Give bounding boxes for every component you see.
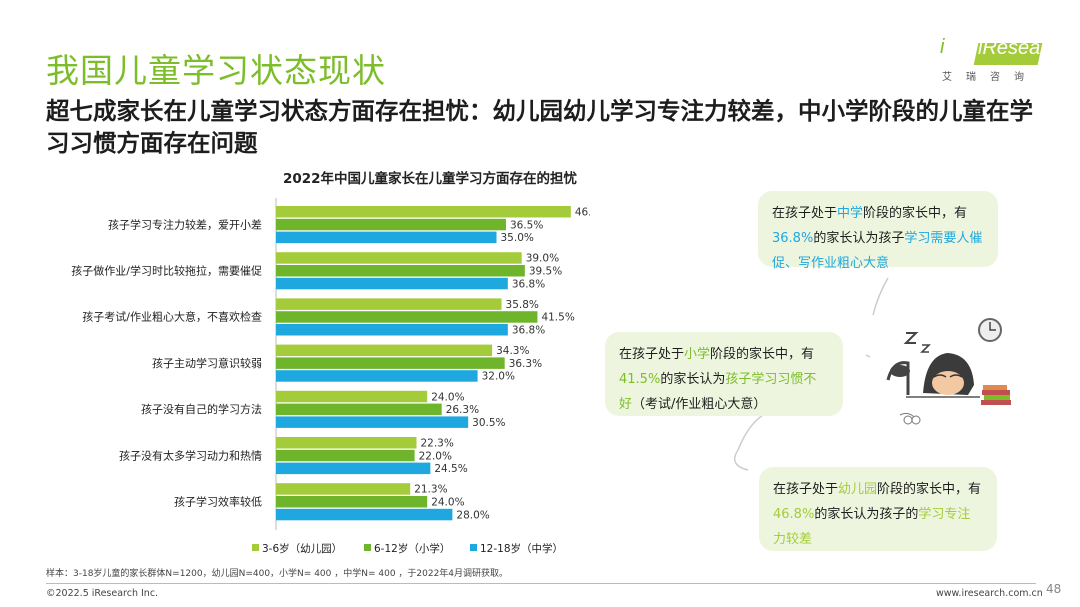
legend-swatch: [252, 544, 259, 551]
callout-text: 阶段的家长中，有: [863, 206, 968, 221]
callout-text: 在孩子处于: [772, 206, 838, 221]
legend-swatch: [470, 544, 477, 551]
bar: [276, 390, 428, 403]
callout-stage: 幼儿园: [838, 482, 878, 497]
legend-entry: 3-6岁（幼儿园）: [262, 542, 342, 555]
bar: [276, 206, 571, 218]
callout-text: 的家长认为孩子的: [814, 507, 919, 522]
callout-percent: 46.8%: [773, 507, 815, 522]
website-link[interactable]: www.iresearch.com.cn: [936, 588, 1043, 599]
legend-entry: 12-18岁（中学）: [480, 542, 563, 555]
data-label: 41.5%: [541, 312, 574, 324]
data-label: 22.3%: [420, 438, 453, 450]
callout-text: 阶段的家长中，有: [710, 347, 815, 362]
logo-wordmark: iResearch: [978, 37, 1069, 59]
bar: [276, 298, 502, 310]
callout-percent: 36.8%: [772, 231, 814, 246]
data-label: 36.3%: [509, 358, 542, 370]
callout-middle-school: 在孩子处于中学阶段的家长中，有 36.8%的家长认为孩子学习需要人催促、写作业粗心…: [758, 191, 998, 271]
data-label: 46.8%: [575, 207, 590, 219]
bar: [276, 437, 417, 449]
callout-text: （考试/作业粗心大意）: [632, 397, 767, 412]
bar: [276, 357, 505, 369]
callout-concern: 孩子学习习惯不好: [619, 372, 817, 412]
logo-chinese: 艾瑞咨询: [942, 72, 1038, 83]
data-label: 35.8%: [506, 299, 539, 311]
bar: [276, 324, 508, 336]
page-title: 我国儿童学习状态现状: [46, 51, 386, 90]
category-label: 孩子没有自己的学习方法: [141, 402, 262, 416]
callout-primary-school: 在孩子处于小学阶段的家长中，有 41.5%的家长认为孩子学习习惯不好（考试/作业粗…: [605, 332, 843, 416]
data-label: 32.0%: [482, 371, 515, 383]
page-number: 48: [1046, 582, 1062, 596]
copyright: ©2022.5 iResearch Inc.: [46, 588, 159, 599]
bar: [276, 416, 469, 428]
category-label: 孩子学习专注力较差，爱开小差: [108, 217, 262, 231]
data-label: 22.0%: [419, 450, 452, 462]
data-label: 36.5%: [510, 219, 543, 231]
callout-stage: 小学: [684, 347, 711, 362]
callout-stage: 中学: [837, 206, 864, 221]
data-label: 30.5%: [472, 417, 505, 429]
bar: [276, 462, 431, 475]
bar: [276, 496, 428, 508]
data-label: 24.0%: [431, 391, 464, 403]
bar: [276, 252, 522, 264]
category-label: 孩子做作业/学习时比较拖拉，需要催促: [71, 263, 262, 277]
legend-entry: 6-12岁（小学）: [374, 542, 450, 555]
bar: [276, 483, 411, 495]
bar: [276, 449, 415, 462]
callout-text: 在孩子处于: [773, 482, 839, 497]
bar: [276, 218, 506, 231]
callout-concern: 学习专注力较差: [773, 507, 971, 547]
bar: [276, 277, 508, 290]
category-label: 孩子没有太多学习动力和热情: [119, 448, 262, 462]
data-label: 39.0%: [526, 253, 559, 265]
data-label: 28.0%: [456, 509, 489, 521]
data-label: 36.8%: [512, 325, 545, 337]
callout-kindergarten: 在孩子处于幼儿园阶段的家长中，有 46.8%的家长认为孩子的学习专注力较差: [759, 467, 997, 551]
bar: [276, 231, 497, 244]
bar: [276, 370, 478, 382]
sample-footnote: 样本：3-18岁儿童的家长群体N=1200，幼儿园N=400，小学N= 400 …: [46, 569, 509, 579]
category-label: 孩子学习效率较低: [174, 494, 262, 508]
data-label: 35.0%: [501, 232, 534, 244]
data-label: 24.5%: [434, 463, 467, 475]
iresearch-logo: i iResearch 艾瑞咨询: [940, 36, 1068, 86]
data-label: 26.3%: [446, 404, 479, 416]
data-label: 24.0%: [431, 497, 464, 509]
callout-text: 的家长认为孩子: [813, 231, 905, 246]
bar: [276, 311, 538, 323]
data-label: 36.8%: [512, 278, 545, 290]
callout-percent: 41.5%: [619, 372, 661, 387]
data-label: 21.3%: [414, 484, 447, 496]
bar: [276, 265, 525, 277]
category-label: 孩子主动学习意识较弱: [152, 356, 262, 370]
bar: [276, 508, 453, 521]
data-label: 34.3%: [496, 345, 529, 357]
bar: [276, 403, 442, 416]
data-label: 39.5%: [529, 266, 562, 278]
legend-swatch: [364, 544, 371, 551]
logo-i: i: [940, 36, 945, 58]
category-label: 孩子考试/作业粗心大意，不喜欢检查: [82, 310, 262, 324]
bar: [276, 344, 493, 357]
footer-divider: [46, 583, 1036, 584]
callout-text: 的家长认为: [660, 372, 726, 387]
callout-text: 阶段的家长中，有: [877, 482, 982, 497]
chart-title: 2022年中国儿童家长在儿童学习方面存在的担忧: [283, 170, 578, 187]
callout-concern: 学习需要人催促、写作业粗心大意: [772, 231, 983, 271]
page-subtitle: 超七成家长在儿童学习状态方面存在担忧：幼儿园幼儿学习专注力较差，中小学阶段的儿童…: [46, 97, 1033, 157]
callout-text: 在孩子处于: [619, 347, 685, 362]
sleeping-child-illustration: [733, 277, 1011, 471]
